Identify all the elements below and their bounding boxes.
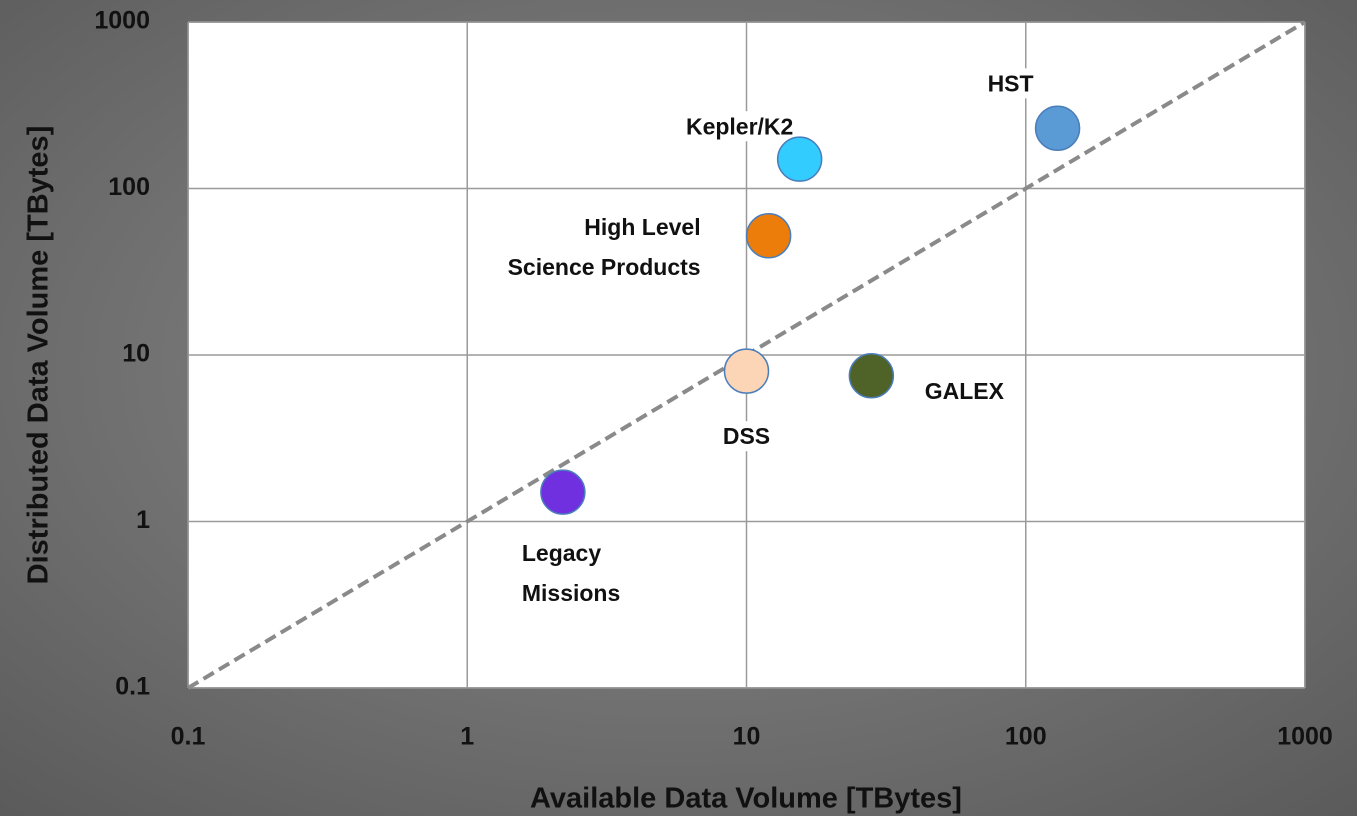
point-label: Legacy Missions [522, 540, 620, 606]
x-tick-label: 100 [1005, 723, 1047, 751]
y-tick-label: 1 [136, 506, 150, 534]
data-point [723, 348, 770, 394]
point-label: High Level Science Products [508, 214, 701, 280]
data-point [848, 353, 895, 399]
point-label: HST [988, 70, 1034, 96]
label-background [503, 211, 705, 282]
x-axis-title: Available Data Volume [TBytes] [530, 783, 962, 815]
x-tick-label: 0.1 [171, 723, 206, 751]
data-point [1034, 105, 1081, 152]
y-tick-label: 0.1 [115, 673, 150, 701]
data-point [540, 469, 586, 515]
point-label: GALEX [925, 378, 1005, 404]
point-label: Kepler/K2 [686, 113, 793, 139]
y-tick-label: 1000 [94, 7, 150, 35]
y-tick-label: 100 [108, 173, 150, 201]
point-label: DSS [723, 423, 770, 449]
label-background [517, 538, 625, 609]
x-tick-label: 10 [733, 723, 761, 751]
x-tick-label: 1000 [1277, 723, 1333, 751]
data-point [745, 213, 792, 259]
label-background [718, 421, 775, 452]
data-point [776, 136, 823, 182]
label-background [681, 111, 798, 142]
label-background [983, 68, 1038, 99]
label-background [920, 375, 1009, 406]
y-axis-title: Distributed Data Volume [TBytes] [23, 126, 55, 585]
y-tick-label: 10 [122, 340, 150, 368]
x-tick-label: 1 [460, 723, 474, 751]
